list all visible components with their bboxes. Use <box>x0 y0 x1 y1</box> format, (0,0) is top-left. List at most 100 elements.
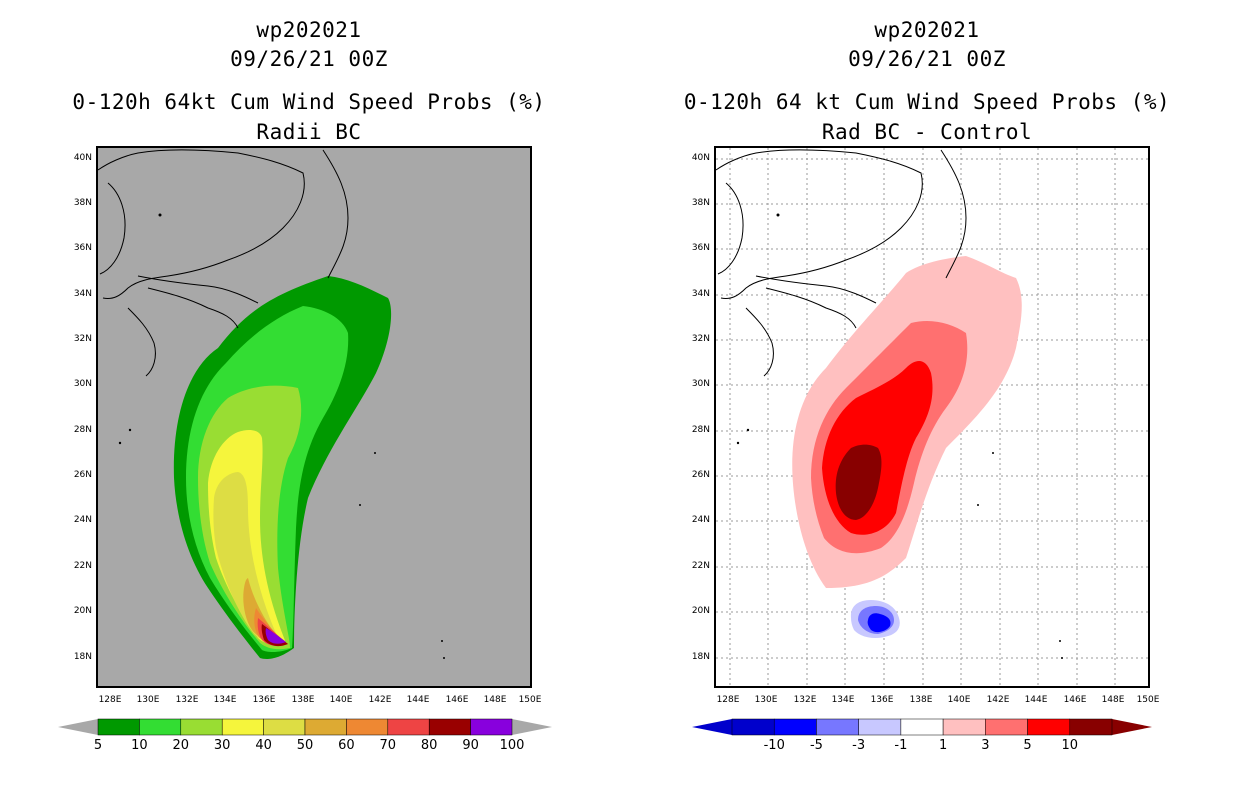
colorbar-swatch <box>221 718 264 736</box>
lon-label: 138E <box>291 695 315 705</box>
colorbar-swatch <box>985 718 1028 736</box>
datetime-title: 09/26/21 00Z <box>230 47 388 71</box>
lat-label: 30N <box>691 379 710 389</box>
subtitle: Radii BC <box>256 120 362 144</box>
colorbar-swatch <box>304 718 347 736</box>
colorbar-label: -3 <box>852 738 866 753</box>
colorbar-swatch <box>900 718 944 736</box>
colorbar-swatch <box>97 718 140 736</box>
lon-label: 138E <box>909 695 933 705</box>
colorbar-swatch <box>387 718 430 736</box>
colorbar-label: 5 <box>93 738 103 753</box>
storm-id-title: wp202021 <box>874 18 980 42</box>
lon-label: 142E <box>986 695 1010 705</box>
colorbar-label: 90 <box>462 738 479 753</box>
lon-label: 150E <box>518 695 542 705</box>
lat-label: 34N <box>73 289 92 299</box>
lat-label: 38N <box>73 198 92 208</box>
colorbar-label: 3 <box>981 738 990 753</box>
colorbar-label: 10 <box>131 738 148 753</box>
colorbar-swatch <box>346 718 389 736</box>
lat-label: 20N <box>691 606 710 616</box>
colorbar-label: 5 <box>1023 738 1032 753</box>
colorbar-label: 70 <box>379 738 397 753</box>
colorbar-label: 80 <box>420 738 438 753</box>
lat-label: 26N <box>691 470 710 480</box>
product-title: 0-120h 64kt Cum Wind Speed Probs (%) <box>72 90 546 114</box>
lon-label: 144E <box>1024 695 1048 705</box>
lat-label: 40N <box>691 153 710 163</box>
colorbar-left <box>58 718 552 736</box>
colorbar-label: 50 <box>296 738 314 753</box>
lat-label: 22N <box>691 561 710 571</box>
lat-label: 40N <box>73 153 92 163</box>
lon-label: 140E <box>947 695 971 705</box>
colorbar-label: 60 <box>338 738 355 753</box>
prob-contour-90 <box>265 628 286 644</box>
product-title: 0-120h 64 kt Cum Wind Speed Probs (%) <box>683 90 1171 114</box>
lon-label: 130E <box>754 695 778 705</box>
diff-contour-neg5 <box>867 613 891 633</box>
lon-label: 150E <box>1136 695 1160 705</box>
colorbar-swatch <box>470 718 513 736</box>
colorbar-swatch <box>180 718 223 736</box>
lon-label: 136E <box>870 695 894 705</box>
lat-label: 24N <box>73 515 92 525</box>
colorbar-label: 1 <box>938 738 948 753</box>
colorbar-swatch <box>858 718 902 736</box>
datetime-title: 09/26/21 00Z <box>848 47 1006 71</box>
colorbar-label: -1 <box>894 738 908 753</box>
colorbar-right <box>692 718 1152 736</box>
colorbar-label: 100 <box>499 738 525 753</box>
lat-label: 28N <box>691 425 710 435</box>
lat-label: 18N <box>73 652 92 662</box>
lat-label: 18N <box>691 652 710 662</box>
colorbar-swatch <box>773 718 817 736</box>
lat-label: 32N <box>73 334 92 344</box>
lat-label: 36N <box>691 243 710 253</box>
lat-label: 26N <box>73 470 92 480</box>
lat-label: 22N <box>73 561 92 571</box>
lon-label: 140E <box>329 695 353 705</box>
lon-label: 128E <box>716 695 740 705</box>
islands <box>736 213 1063 659</box>
lat-label: 36N <box>73 243 92 253</box>
subtitle: Rad BC - Control <box>821 120 1033 144</box>
lat-label: 30N <box>73 379 92 389</box>
lon-label: 132E <box>793 695 817 705</box>
coastline <box>716 149 967 377</box>
lon-label: 132E <box>175 695 199 705</box>
prob-contour-40 <box>213 472 278 641</box>
colorbar-swatch <box>1069 718 1113 736</box>
lat-label: 32N <box>691 334 710 344</box>
colorbar-swatch <box>942 718 986 736</box>
difference-map <box>714 146 1150 688</box>
storm-id-title: wp202021 <box>256 18 362 42</box>
lat-label: 24N <box>691 515 710 525</box>
colorbar-right-arrow <box>512 719 552 735</box>
colorbar-left-arrow <box>692 719 732 735</box>
colorbar-label: 30 <box>213 738 231 753</box>
prob-contour-50 <box>243 578 278 640</box>
lat-label: 20N <box>73 606 92 616</box>
islands <box>118 213 445 659</box>
colorbar-label: 20 <box>172 738 190 753</box>
probability-map <box>96 146 532 688</box>
lat-label: 34N <box>691 289 710 299</box>
colorbar-swatch <box>139 718 182 736</box>
colorbar-left-arrow <box>58 719 98 735</box>
colorbar-label: -5 <box>809 738 823 753</box>
lon-label: 148E <box>483 695 507 705</box>
lon-label: 128E <box>98 695 122 705</box>
colorbar-swatch <box>263 718 306 736</box>
lon-label: 142E <box>368 695 392 705</box>
lon-label: 130E <box>136 695 160 705</box>
lon-label: 144E <box>406 695 430 705</box>
lon-label: 146E <box>445 695 469 705</box>
diff-contour-10 <box>835 444 882 520</box>
colorbar-label: -10 <box>763 738 785 753</box>
lat-label: 28N <box>73 425 92 435</box>
coastline <box>98 149 349 377</box>
lon-label: 134E <box>213 695 237 705</box>
colorbar-swatch <box>1027 718 1071 736</box>
